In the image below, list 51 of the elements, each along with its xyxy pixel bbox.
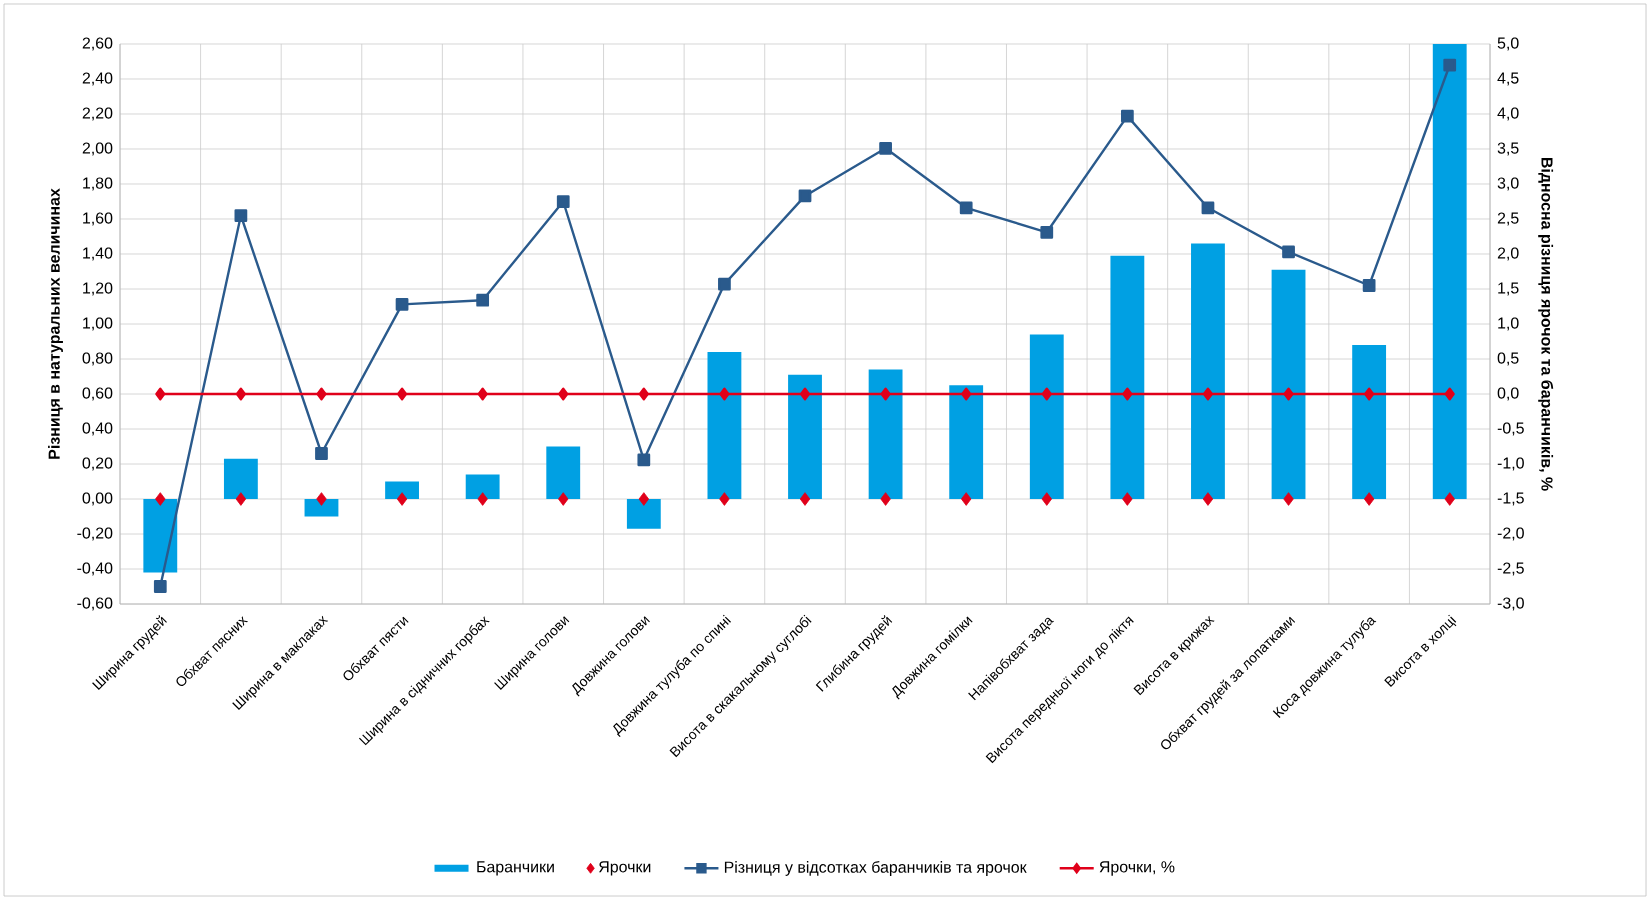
- bar: [788, 374, 822, 499]
- point: [1120, 109, 1134, 123]
- bar: [1191, 243, 1225, 499]
- point: [1444, 387, 1455, 401]
- point: [1364, 387, 1375, 401]
- point: [880, 387, 891, 401]
- bar: [1352, 345, 1387, 499]
- point: [477, 387, 488, 401]
- point: [315, 447, 328, 460]
- point: [961, 387, 972, 401]
- point: [798, 189, 812, 203]
- point: [1040, 225, 1054, 239]
- point: [1202, 387, 1214, 401]
- point: [879, 141, 892, 155]
- bar: [143, 499, 178, 573]
- point: [153, 580, 167, 593]
- bar: [868, 369, 903, 499]
- point: [799, 387, 811, 401]
- bar: [304, 499, 339, 517]
- bar: [626, 499, 661, 529]
- bar: [546, 446, 581, 499]
- point: [234, 209, 248, 222]
- point: [476, 293, 490, 307]
- point: [959, 201, 973, 215]
- bar: [1029, 334, 1064, 499]
- point: [1443, 58, 1457, 72]
- point: [637, 453, 651, 467]
- point: [316, 387, 327, 401]
- bar: [1110, 255, 1145, 499]
- point: [1283, 387, 1294, 401]
- bar: [1271, 269, 1306, 499]
- bar: [465, 474, 500, 499]
- point: [719, 387, 730, 401]
- point: [1041, 387, 1052, 401]
- point: [638, 387, 649, 401]
- point: [556, 195, 570, 208]
- point: [1122, 387, 1133, 401]
- point: [1362, 279, 1376, 292]
- bar: [707, 352, 742, 499]
- point: [558, 387, 569, 401]
- point: [155, 387, 166, 401]
- point: [1282, 245, 1295, 259]
- bar: [223, 458, 258, 499]
- point: [396, 387, 408, 401]
- bar: [1432, 43, 1467, 499]
- bar: [385, 481, 419, 499]
- bar: [949, 385, 984, 499]
- point: [1201, 201, 1215, 215]
- point: [718, 277, 731, 291]
- point: [235, 387, 246, 401]
- point: [395, 298, 409, 311]
